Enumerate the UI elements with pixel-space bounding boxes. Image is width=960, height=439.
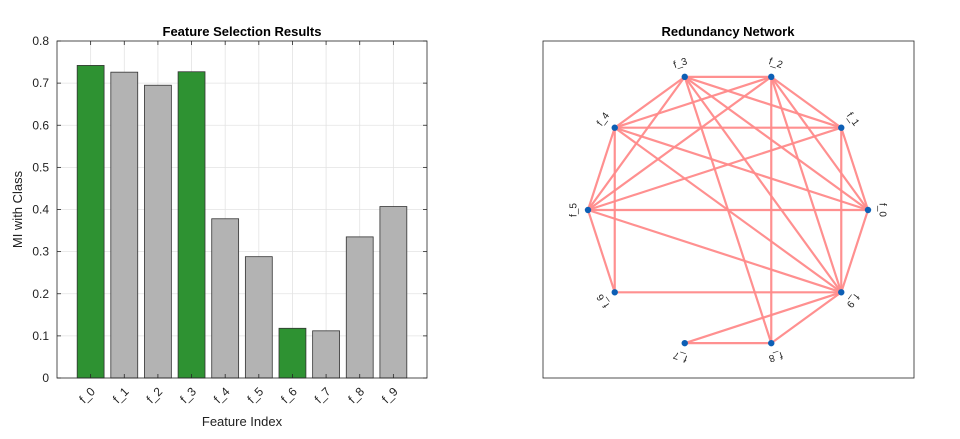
- bar-y-tick-label: 0.2: [32, 287, 49, 301]
- bar-y-tick-label: 0: [42, 371, 49, 385]
- bar-f-2: [144, 84, 172, 379]
- bar-f-6: [278, 327, 307, 379]
- network-edge: [586, 126, 616, 212]
- network-edge: [770, 75, 870, 212]
- network-edge: [586, 75, 773, 212]
- bar-x-tick-label: f_8: [345, 384, 367, 406]
- bar-x-tick-label: f_5: [244, 384, 266, 406]
- network-node-f-3: [681, 73, 688, 81]
- network-node-f-9: [838, 289, 845, 296]
- bar-x-axis-label: Feature Index: [202, 414, 283, 429]
- network-edge: [770, 75, 843, 129]
- bar-f-8: [345, 236, 374, 379]
- bar-series: [76, 65, 408, 379]
- network-edge: [586, 208, 843, 294]
- network-node-label: f_8: [767, 349, 784, 364]
- network-node-f-8: [768, 339, 775, 347]
- bar-y-tick-label: 0.4: [32, 203, 49, 217]
- network-edge: [613, 126, 843, 294]
- network-node-label: f_5: [569, 203, 580, 217]
- network-edge: [586, 208, 616, 294]
- network-edge: [613, 75, 686, 129]
- bar-y-ticks: 0 0.1 0.2 0.3 0.4 0.5 0.6 0.7 0.8: [32, 34, 427, 385]
- network-edge: [840, 208, 870, 294]
- bar-x-ticks: f_0 f_1 f_2 f_3 f_4 f_5 f_6 f_7 f_8 f_9: [76, 41, 401, 406]
- network-node-label: f_3: [672, 56, 689, 71]
- bar-y-tick-label: 0.5: [32, 160, 49, 174]
- network-node-f-0: [864, 206, 872, 214]
- network-node-label: f_2: [767, 56, 784, 71]
- bar-f-4: [211, 218, 240, 379]
- network-edges: [586, 75, 870, 345]
- bar-y-tick-label: 0.1: [32, 329, 49, 343]
- network-edge: [613, 126, 870, 212]
- bar-x-tick-label: f_2: [144, 384, 166, 406]
- network-edge: [770, 291, 843, 345]
- bar-y-tick-label: 0.7: [32, 76, 49, 90]
- bar-f-7: [312, 330, 340, 379]
- bar-x-tick-label: f_6: [278, 384, 300, 406]
- bar-x-tick-label: f_7: [312, 384, 334, 406]
- bar-f-0: [76, 65, 105, 379]
- bar-x-tick-label: f_1: [110, 384, 132, 406]
- bar-f-9: [379, 206, 408, 379]
- bar-y-axis-label: MI with Class: [10, 170, 25, 248]
- network-title: Redundancy Network: [662, 24, 796, 39]
- network-panel: f_0f_1f_2f_3f_4f_5f_6f_7 f_8f_9 Redundanc…: [542, 24, 915, 379]
- network-node-f-1: [838, 124, 845, 131]
- network-edge: [683, 75, 843, 294]
- network-node-f-4: [611, 124, 618, 131]
- bar-f-3: [177, 71, 206, 379]
- bar-y-tick-label: 0.6: [32, 118, 49, 132]
- network-edge: [770, 75, 843, 294]
- network-edge: [683, 75, 870, 212]
- bar-x-tick-label: f_0: [76, 384, 98, 406]
- bar-f-1: [110, 71, 139, 379]
- bar-x-tick-label: f_3: [177, 384, 199, 406]
- bar-y-tick-label: 0.3: [32, 245, 49, 259]
- bar-chart-panel: 00.10.20.30.40.50.60.70.8 f_0 f_1 f_2 f_3 f_…: [10, 24, 428, 429]
- network-node-f-6: [611, 289, 618, 296]
- bar-x-tick-label: f_4: [211, 384, 233, 406]
- bar-chart-title: Feature Selection Results: [163, 24, 322, 39]
- network-edge: [683, 291, 843, 345]
- network-edge: [840, 126, 870, 212]
- bar-f-5: [244, 256, 273, 379]
- network-node-f-7: [681, 339, 688, 347]
- network-edge: [683, 75, 843, 129]
- network-node-label: f_7: [672, 349, 689, 364]
- network-node-f-2: [768, 73, 775, 81]
- network-node-f-5: [584, 206, 592, 214]
- bar-x-tick-label: f_9: [379, 384, 401, 406]
- bar-y-tick-label: 0.8: [32, 34, 49, 48]
- network-node-label: f_0: [876, 203, 887, 217]
- network-nodes: [584, 73, 872, 347]
